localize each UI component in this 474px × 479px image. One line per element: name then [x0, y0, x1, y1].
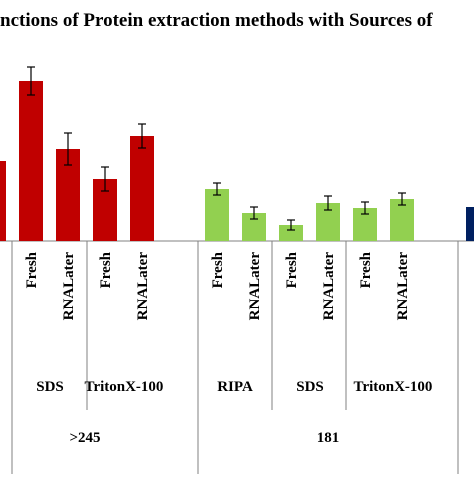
bars-layer: [0, 81, 474, 241]
error-bar: [64, 132, 72, 166]
error-bar: [101, 166, 109, 192]
bar: [130, 136, 154, 241]
error-bar: [398, 192, 406, 206]
source-label: Fresh: [210, 251, 226, 288]
error-bar: [27, 66, 35, 96]
labels-layer: Fresh RNALater Fresh RNALater Fresh RNALater F…: [24, 251, 432, 446]
method-label: TritonX-100: [354, 379, 433, 395]
source-label: Fresh: [358, 251, 374, 288]
error-bar: [287, 219, 295, 231]
source-label: Fresh: [24, 251, 40, 288]
bar: [279, 225, 303, 241]
source-label: RNALater: [247, 252, 263, 321]
source-label: RNALater: [321, 252, 337, 321]
source-label: Fresh: [284, 251, 300, 288]
chart-title: nctions of Protein extraction methods wi…: [0, 10, 433, 31]
bar: [205, 189, 229, 241]
error-bar: [250, 206, 258, 220]
bar: [0, 161, 6, 241]
method-label: SDS: [296, 379, 324, 395]
source-label: RNALater: [61, 252, 77, 321]
method-label: RIPA: [217, 379, 253, 395]
error-bar: [361, 201, 369, 215]
size-label: >245: [69, 430, 100, 446]
error-bar: [213, 182, 221, 196]
errorbars-layer: [27, 66, 406, 231]
source-label: Fresh: [98, 251, 114, 288]
error-bar: [324, 195, 332, 211]
method-label: SDS: [36, 379, 64, 395]
size-label: 181: [317, 430, 340, 446]
bar: [466, 207, 474, 241]
source-label: RNALater: [395, 252, 411, 321]
source-label: RNALater: [135, 252, 151, 321]
method-label: TritonX-100: [85, 379, 164, 395]
bar: [390, 199, 414, 241]
bar: [19, 81, 43, 241]
error-bar: [138, 123, 146, 149]
